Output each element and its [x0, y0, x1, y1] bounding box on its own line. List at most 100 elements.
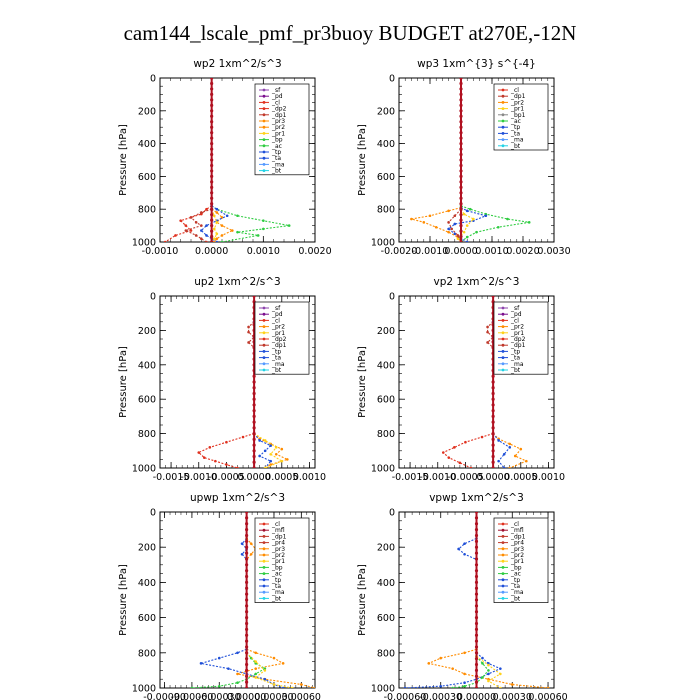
- legend-label: _tp: [510, 577, 520, 584]
- legend-label: _pr4: [510, 540, 524, 547]
- legend-label: _cl: [510, 521, 519, 528]
- zero-profile-point: [474, 604, 479, 608]
- series-point-dp2: [447, 456, 451, 459]
- zero-profile-point: [459, 92, 463, 96]
- y-tick-label: 400: [377, 139, 395, 150]
- zero-profile-point: [252, 460, 256, 464]
- series-point-tp: [205, 234, 208, 237]
- y-tick-label: 800: [138, 205, 156, 216]
- series-point-pr2: [280, 447, 284, 451]
- y-tick-label: 1000: [132, 238, 156, 249]
- panel-3: up2 1xm^2/s^3 Pressure [hPa] 0 200 400 600 800…: [118, 276, 326, 483]
- series-point-pr1: [254, 660, 258, 663]
- series-point-pr3: [215, 237, 219, 241]
- series-point-dp2: [480, 435, 484, 439]
- zero-profile-point: [245, 528, 249, 532]
- zero-profile-point: [474, 668, 479, 673]
- zero-profile-point: [459, 213, 463, 217]
- series-point-pr1: [212, 227, 216, 231]
- legend-label: _ma: [271, 361, 285, 368]
- x-tick-label: 0.0010: [247, 246, 280, 257]
- zero-profile-point: [245, 616, 249, 620]
- zero-profile-point: [459, 109, 463, 113]
- legend-label: _pr2: [510, 99, 524, 106]
- series-point-ta: [463, 542, 466, 545]
- legend-marker: [262, 319, 266, 322]
- zero-profile-point: [245, 539, 249, 543]
- legend-label: _pr1: [510, 330, 524, 337]
- series-point-ac: [190, 686, 194, 688]
- legend-label: _pr1: [271, 130, 285, 137]
- x-tick-label: -0.0010: [412, 246, 449, 257]
- legend-label: _pr4: [271, 540, 285, 547]
- x-tick-label: -0.00060: [171, 692, 214, 700]
- legend-label: _dp2: [271, 336, 287, 343]
- zero-profile-point: [245, 586, 249, 590]
- zero-profile-point: [459, 147, 463, 151]
- legend-marker: [501, 528, 505, 532]
- x-tick-label: -0.0010: [419, 472, 456, 483]
- series-point-pr3: [220, 224, 224, 227]
- y-tick-label: 200: [138, 326, 156, 337]
- legend-label: _bp: [510, 564, 522, 571]
- legend-marker: [501, 566, 505, 569]
- legend-marker: [501, 337, 505, 341]
- legend-marker: [501, 125, 505, 129]
- legend-label: _tp: [271, 149, 281, 156]
- zero-profile-point: [491, 426, 495, 430]
- series-point-pr2: [510, 683, 514, 686]
- x-tick-label: 0.00000: [457, 692, 496, 700]
- panel-title: wp2 1xm^2/s^3: [193, 58, 281, 70]
- series-point-dp2: [225, 463, 228, 466]
- x-tick-label: 0.00030: [254, 692, 293, 700]
- series-point-dp2: [469, 466, 473, 468]
- zero-profile-point: [210, 78, 214, 80]
- legend-marker: [262, 132, 266, 135]
- zero-profile-point: [491, 449, 495, 453]
- series-point-cl: [189, 229, 193, 232]
- legend-label: _pr3: [510, 546, 524, 553]
- zero-profile-point: [474, 533, 479, 538]
- zero-profile-point: [474, 516, 479, 520]
- panel-6: vpwp 1xm^2/s^3 Pressure [hPa] 0 200 400 600 80…: [357, 492, 568, 700]
- series-point-ac: [249, 656, 253, 660]
- series-point-pr3: [215, 211, 219, 214]
- series-point-ta: [463, 552, 466, 556]
- legend-marker: [262, 535, 266, 538]
- zero-profile-point: [252, 454, 256, 459]
- zero-profile-point: [491, 414, 495, 418]
- series-point-dp1: [247, 341, 250, 344]
- zero-profile-point: [252, 403, 256, 407]
- series-point-pr2: [513, 454, 517, 458]
- series-point-tp: [258, 439, 261, 442]
- zero-profile-point: [459, 136, 463, 140]
- zero-profile-point: [210, 136, 214, 140]
- zero-profile-point: [474, 639, 479, 643]
- legend-marker: [262, 312, 266, 316]
- zero-profile-point: [245, 592, 249, 596]
- zero-profile-point: [459, 202, 463, 206]
- series-point-dp1: [205, 240, 208, 242]
- zero-profile-point: [491, 403, 495, 407]
- zero-profile-point: [252, 409, 256, 413]
- legend-marker: [501, 325, 505, 328]
- zero-profile-point: [474, 651, 479, 655]
- legend-marker: [262, 113, 266, 117]
- legend-label: _pr1: [510, 106, 524, 113]
- y-tick-label: 400: [138, 578, 156, 589]
- zero-profile-point: [491, 454, 495, 459]
- series-point-bp: [236, 230, 239, 234]
- zero-profile-point: [210, 185, 214, 189]
- legend-marker: [262, 325, 266, 328]
- series-point-dp1: [247, 330, 250, 334]
- series-point-dp2: [208, 446, 212, 449]
- series-point-tp: [502, 466, 506, 468]
- series-point-pr1: [274, 446, 278, 449]
- legend-marker: [501, 368, 505, 372]
- zero-profile-point: [210, 98, 214, 102]
- zero-profile-point: [459, 103, 463, 107]
- series-point-ta: [457, 547, 460, 551]
- series-point-tp: [236, 651, 239, 655]
- series-line-dp2: [442, 433, 494, 468]
- legend-marker: [262, 125, 266, 129]
